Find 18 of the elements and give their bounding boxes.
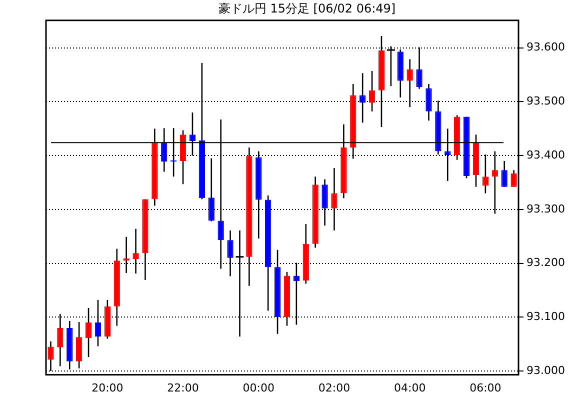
x-tick-label: 06:00 bbox=[470, 381, 502, 394]
y-tick-label: 93.600 bbox=[526, 40, 566, 54]
x-tick-label: 04:00 bbox=[394, 381, 426, 394]
x-tick-label: 02:00 bbox=[318, 381, 350, 394]
candlestick bbox=[85, 307, 92, 358]
x-tick-label: 00:00 bbox=[242, 381, 274, 394]
x-tick-label: 22:00 bbox=[167, 381, 199, 394]
y-tick-label: 93.200 bbox=[526, 256, 566, 270]
y-tick-label: 93.400 bbox=[526, 148, 566, 162]
candlestick bbox=[501, 160, 508, 188]
y-tick-label: 93.000 bbox=[526, 364, 566, 377]
candlestick bbox=[76, 321, 82, 369]
candlestick bbox=[510, 169, 517, 188]
y-tick-label: 93.300 bbox=[526, 202, 566, 216]
chart-title: 豪ドル円 15分足 [06/02 06:49] bbox=[218, 1, 396, 16]
y-tick-label: 93.100 bbox=[526, 310, 566, 324]
x-tick-label: 20:00 bbox=[92, 381, 124, 394]
y-tick-label: 93.500 bbox=[526, 94, 566, 108]
